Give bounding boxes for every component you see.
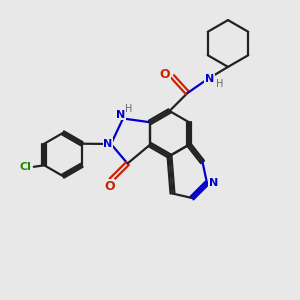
Text: H: H [216, 79, 223, 89]
Text: O: O [160, 68, 170, 82]
Text: N: N [205, 74, 214, 85]
Text: N: N [116, 110, 125, 120]
Text: H: H [125, 104, 133, 115]
Text: N: N [209, 178, 218, 188]
Text: N: N [103, 139, 112, 149]
Text: O: O [104, 180, 115, 193]
Text: Cl: Cl [20, 162, 32, 172]
